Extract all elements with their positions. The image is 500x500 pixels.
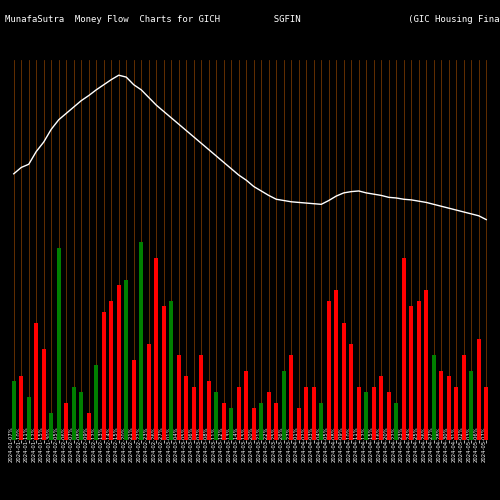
Bar — [199, 354, 203, 440]
Bar — [469, 370, 474, 440]
Bar — [19, 376, 24, 440]
Bar — [402, 258, 406, 440]
Bar — [26, 398, 31, 440]
Bar — [206, 382, 211, 440]
Bar — [12, 382, 16, 440]
Bar — [326, 301, 331, 440]
Bar — [454, 386, 458, 440]
Bar — [42, 349, 46, 440]
Bar — [386, 392, 391, 440]
Bar — [476, 338, 481, 440]
Bar — [364, 392, 368, 440]
Bar — [439, 370, 444, 440]
Bar — [116, 285, 121, 440]
Bar — [146, 344, 151, 440]
Text: MunafaSutra  Money Flow  Charts for GICH          SGFIN                    (GIC : MunafaSutra Money Flow Charts for GICH S… — [5, 15, 500, 24]
Bar — [304, 386, 308, 440]
Bar — [236, 386, 241, 440]
Bar — [416, 301, 421, 440]
Bar — [342, 322, 346, 440]
Bar — [334, 290, 338, 440]
Bar — [372, 386, 376, 440]
Bar — [484, 386, 488, 440]
Bar — [34, 322, 38, 440]
Bar — [252, 408, 256, 440]
Bar — [349, 344, 354, 440]
Bar — [169, 301, 173, 440]
Bar — [56, 248, 61, 440]
Bar — [222, 402, 226, 440]
Bar — [259, 402, 264, 440]
Bar — [424, 290, 428, 440]
Bar — [184, 376, 188, 440]
Bar — [446, 376, 451, 440]
Bar — [409, 306, 414, 440]
Bar — [319, 402, 324, 440]
Bar — [176, 354, 181, 440]
Bar — [394, 402, 398, 440]
Bar — [64, 402, 68, 440]
Bar — [132, 360, 136, 440]
Bar — [266, 392, 271, 440]
Bar — [432, 354, 436, 440]
Bar — [379, 376, 384, 440]
Bar — [72, 386, 76, 440]
Bar — [462, 354, 466, 440]
Bar — [154, 258, 158, 440]
Bar — [49, 414, 54, 440]
Bar — [312, 386, 316, 440]
Bar — [296, 408, 301, 440]
Bar — [356, 386, 361, 440]
Bar — [214, 392, 218, 440]
Bar — [229, 408, 234, 440]
Bar — [139, 242, 143, 440]
Bar — [244, 370, 248, 440]
Bar — [124, 280, 128, 440]
Bar — [289, 354, 294, 440]
Bar — [94, 365, 98, 440]
Bar — [282, 370, 286, 440]
Bar — [192, 386, 196, 440]
Bar — [86, 414, 91, 440]
Bar — [162, 306, 166, 440]
Bar — [102, 312, 106, 440]
Bar — [109, 301, 114, 440]
Bar — [79, 392, 84, 440]
Bar — [274, 402, 278, 440]
